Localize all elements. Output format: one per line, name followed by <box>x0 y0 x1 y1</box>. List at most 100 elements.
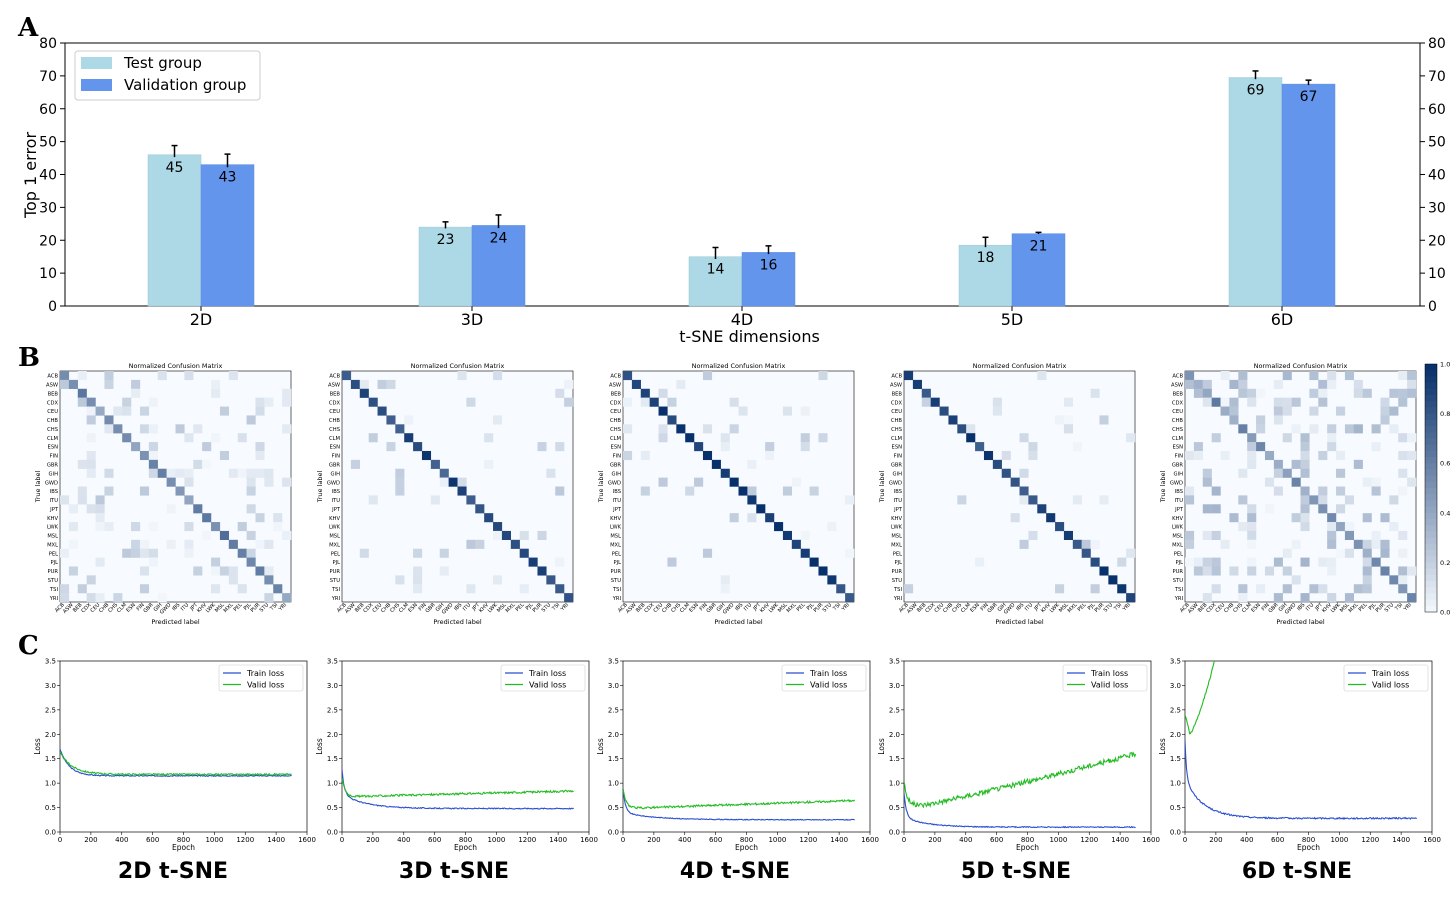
colorbar-segment <box>1425 426 1437 433</box>
matrix-cell <box>685 433 695 443</box>
matrix-cell <box>1072 442 1082 452</box>
matrix-cell <box>1202 388 1212 398</box>
row-label: CHB <box>329 418 341 424</box>
row-label: CEU <box>329 409 340 415</box>
matrix-cell <box>1380 415 1390 425</box>
colorbar-segment <box>1425 500 1437 508</box>
y-tick-label: 2.5 <box>45 706 56 714</box>
y-tick-label: 3.5 <box>889 658 900 666</box>
legend-label: Valid loss <box>1372 681 1409 690</box>
matrix-cell <box>904 371 914 381</box>
x-axis-label: Epoch <box>454 843 477 852</box>
x-tick-label: 800 <box>740 836 753 844</box>
colorbar-segment <box>1425 550 1437 557</box>
matrix-cell <box>640 486 650 496</box>
colorbar-frame <box>1424 363 1438 613</box>
matrix-cell <box>1353 584 1363 594</box>
matrix-cell <box>800 548 810 558</box>
matrix-cell <box>1362 575 1372 585</box>
y-tick-label: 0.5 <box>45 804 56 812</box>
row-label: IBS <box>1175 489 1183 495</box>
matrix-cell <box>1185 450 1195 461</box>
col-label: CEU <box>372 602 384 614</box>
matrix-cell <box>1344 548 1355 558</box>
matrix-cell <box>1389 406 1399 416</box>
matrix-cell <box>493 522 503 532</box>
matrix-cell <box>1081 539 1091 549</box>
colorbar-segment <box>1425 481 1437 489</box>
row-label: CEU <box>891 409 902 415</box>
train-loss-line <box>1185 740 1418 820</box>
matrix-cell <box>1398 388 1408 398</box>
matrix-cell <box>930 397 940 407</box>
y-tick-label: 2.0 <box>889 731 900 739</box>
matrix-cell <box>1282 397 1292 407</box>
x-tick-label: 1200 <box>518 836 536 844</box>
matrix-cell <box>809 486 819 496</box>
matrix-cell <box>60 593 70 603</box>
matrix-cell <box>246 504 256 514</box>
matrix-cell <box>184 477 194 487</box>
row-label: GWD <box>45 480 58 486</box>
confusion-matrix-6d: Normalized Confusion MatrixACBACBASWASWB… <box>1159 362 1417 626</box>
colorbar-segment <box>1425 382 1437 390</box>
matrix-cell <box>255 539 265 549</box>
matrix-cell <box>1353 459 1363 469</box>
y-tick-label: 3.0 <box>45 682 56 690</box>
x-tick-label: 1400 <box>830 836 848 844</box>
y-tick-label: 3.5 <box>45 658 56 666</box>
x-tick-label: 1400 <box>267 836 285 844</box>
matrix-cell <box>68 379 78 389</box>
y-tick-label: 2.5 <box>608 706 619 714</box>
matrix-cell <box>1247 557 1257 567</box>
matrix-cell <box>1019 433 1029 443</box>
matrix-cell <box>1371 424 1381 434</box>
col-label: JPT <box>752 602 763 613</box>
row-label: BEB <box>48 391 59 397</box>
matrix-cell <box>904 584 914 594</box>
matrix-cell <box>148 557 158 567</box>
colorbar-segment <box>1425 494 1437 501</box>
matrix-xlabel: Predicted label <box>714 618 762 626</box>
data-label: 16 <box>760 257 778 273</box>
matrix-cell <box>273 522 283 532</box>
legend-label: Train loss <box>246 669 284 678</box>
matrix-cell <box>1028 450 1038 461</box>
loss-chart-3d: 0 200 400 600 800 1000 1200 1400 1600 0.0 0.5 1.0 1.… <box>315 658 598 853</box>
matrix-cell <box>720 433 730 443</box>
matrix-cell <box>1193 442 1203 452</box>
col-label: PJL <box>243 602 253 612</box>
matrix-cell <box>448 477 458 487</box>
matrix-cell <box>1318 379 1328 389</box>
matrix-cell <box>1028 442 1038 452</box>
col-label: BEB <box>635 602 647 614</box>
matrix-cell <box>1398 566 1408 576</box>
matrix-cell <box>264 575 274 585</box>
data-label: 18 <box>977 250 995 266</box>
matrix-cell <box>1273 379 1283 389</box>
matrix-cell <box>1247 539 1257 549</box>
matrix-cell <box>166 504 176 514</box>
col-label: ITU <box>743 602 753 612</box>
matrix-cell <box>702 450 713 461</box>
matrix-cell <box>255 513 265 523</box>
col-label: CEU <box>653 602 665 614</box>
matrix-cell <box>1300 442 1310 452</box>
col-label: STU <box>822 602 834 614</box>
y-tick-label-left: 50 <box>39 135 57 151</box>
x-tick-label: 1600 <box>580 836 598 844</box>
col-label: PEL <box>796 602 807 613</box>
col-label: STU <box>259 602 271 614</box>
matrix-cell <box>211 566 221 576</box>
matrix-cell <box>1185 486 1195 496</box>
y-tick-label-left: 70 <box>39 69 57 85</box>
col-label: GIH <box>1278 602 1289 613</box>
matrix-cell <box>845 548 855 558</box>
x-tick-label: 0 <box>621 836 625 844</box>
col-label: PUR <box>250 602 262 614</box>
matrix-cell <box>1336 548 1346 558</box>
matrix-cell <box>1185 557 1195 567</box>
y-tick-label: 0.5 <box>889 804 900 812</box>
matrix-cell <box>484 433 494 443</box>
panel-label-b: B <box>18 343 40 373</box>
